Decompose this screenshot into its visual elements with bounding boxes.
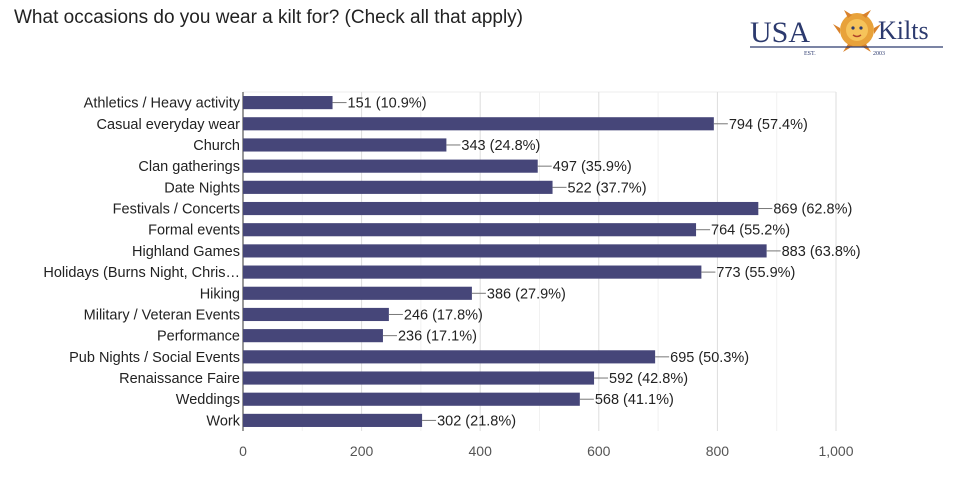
data-label: 568 (41.1%) xyxy=(595,392,674,408)
category-label: Clan gatherings xyxy=(138,159,240,175)
bar xyxy=(243,180,553,194)
logo-usa-text: USA xyxy=(750,16,810,49)
category-label: Athletics / Heavy activity xyxy=(84,96,241,112)
data-label: 343 (24.8%) xyxy=(461,138,540,154)
category-label: Renaissance Faire xyxy=(119,371,240,387)
data-label: 592 (42.8%) xyxy=(609,371,688,387)
category-label: Hiking xyxy=(200,286,240,302)
bars xyxy=(243,96,767,427)
category-labels: Athletics / Heavy activity Casual everyda… xyxy=(43,96,240,430)
bar xyxy=(243,244,767,258)
category-label: Weddings xyxy=(176,392,240,408)
lion-icon xyxy=(833,10,881,52)
bar xyxy=(243,96,333,110)
bar xyxy=(243,371,595,385)
usa-kilts-logo: USA Kilts EST. 2003 xyxy=(750,10,943,57)
x-tick-label: 600 xyxy=(587,443,611,459)
category-label: Military / Veteran Events xyxy=(84,307,240,323)
logo-est-text: EST. xyxy=(804,51,816,57)
bar xyxy=(243,329,383,343)
chart-title: What occasions do you wear a kilt for? (… xyxy=(14,7,524,28)
category-label: Casual everyday wear xyxy=(97,117,241,133)
x-tick-label: 0 xyxy=(239,443,247,459)
data-label: 151 (10.9%) xyxy=(348,96,427,112)
bar xyxy=(243,307,389,322)
data-label: 869 (62.8%) xyxy=(773,202,852,218)
bar xyxy=(243,201,759,216)
x-tick-label: 1,000 xyxy=(818,443,853,459)
bar xyxy=(243,223,697,237)
bar xyxy=(243,413,423,427)
data-label: 386 (27.9%) xyxy=(487,286,566,302)
logo-kilts-text: Kilts xyxy=(878,16,929,45)
bar xyxy=(243,286,472,300)
data-label: 695 (50.3%) xyxy=(670,350,749,366)
data-label: 883 (63.8%) xyxy=(782,244,861,260)
data-label: 246 (17.8%) xyxy=(404,307,483,323)
data-label: 764 (55.2%) xyxy=(711,223,790,239)
data-label: 302 (21.8%) xyxy=(437,413,516,429)
bar xyxy=(243,265,702,279)
category-label: Performance xyxy=(157,329,240,345)
bar xyxy=(243,392,580,406)
x-axis-ticks: 0 200 400 600 800 1,000 xyxy=(239,443,854,459)
category-label: Pub Nights / Social Events xyxy=(69,350,240,366)
bar xyxy=(243,117,714,131)
category-label: Holidays (Burns Night, Chris… xyxy=(43,265,240,281)
category-label: Festivals / Concerts xyxy=(113,202,240,218)
data-label: 522 (37.7%) xyxy=(568,180,647,196)
category-label: Highland Games xyxy=(132,244,240,260)
x-tick-label: 200 xyxy=(350,443,374,459)
data-label: 794 (57.4%) xyxy=(729,117,808,133)
bar xyxy=(243,138,447,152)
data-label: 497 (35.9%) xyxy=(553,159,632,175)
logo-year-text: 2003 xyxy=(873,51,885,57)
data-labels: 151 (10.9%) 794 (57.4%) 343 (24.8%) 497 (35… xyxy=(332,96,861,429)
category-label: Work xyxy=(206,413,240,429)
data-label: 773 (55.9%) xyxy=(716,265,795,281)
category-label: Date Nights xyxy=(164,180,240,196)
category-label: Church xyxy=(193,138,240,154)
bar xyxy=(243,159,538,173)
x-tick-label: 800 xyxy=(706,443,730,459)
category-label: Formal events xyxy=(148,223,240,239)
x-tick-label: 400 xyxy=(469,443,493,459)
data-label: 236 (17.1%) xyxy=(398,329,477,345)
bar xyxy=(243,350,656,364)
